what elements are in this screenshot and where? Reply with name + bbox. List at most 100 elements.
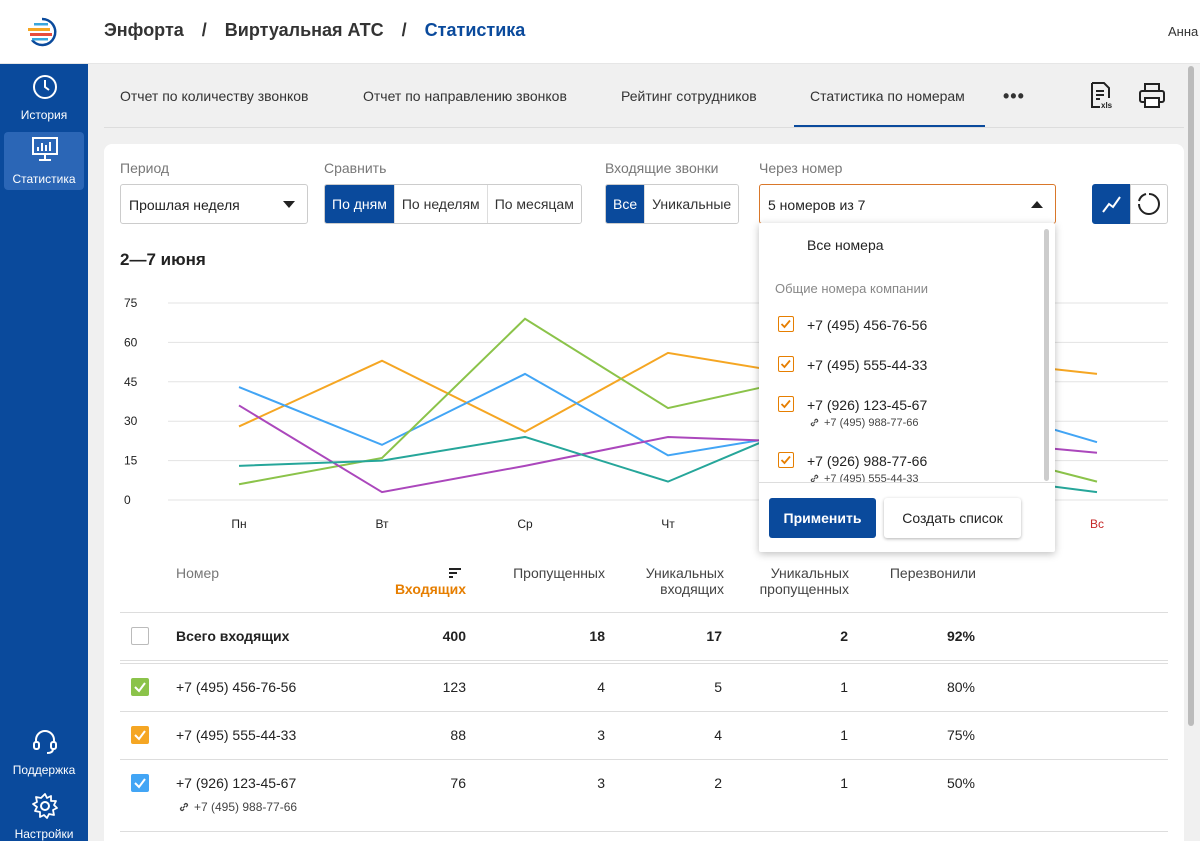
dropdown-item-number[interactable]: +7 (926) 988-77-66 <box>807 453 928 469</box>
dropdown-item-number[interactable]: +7 (495) 555-44-33 <box>807 357 928 373</box>
create-list-button[interactable]: Создать список <box>884 498 1021 538</box>
tab-call-count[interactable]: Отчет по количеству звонков <box>120 88 309 104</box>
compare-by-months[interactable]: По месяцам <box>486 185 581 223</box>
dropdown-item-linked-text: +7 (495) 988-77-66 <box>824 417 919 429</box>
print-icon[interactable] <box>1138 82 1166 110</box>
row-unique-incoming: 4 <box>714 727 722 743</box>
via-number-value: 5 номеров из 7 <box>768 197 866 213</box>
compare-by-days[interactable]: По дням <box>325 185 394 223</box>
y-tick-label: 75 <box>124 296 138 310</box>
row-checkbox-checked[interactable] <box>131 726 149 744</box>
incoming-label: Входящие звонки <box>605 160 719 176</box>
dropdown-item-checkbox[interactable] <box>778 316 794 332</box>
clock-icon <box>33 75 57 99</box>
sidebar-item-settings[interactable]: Настройки <box>4 789 84 841</box>
x-tick-label: Пн <box>231 517 246 531</box>
total-row-label: Всего входящих <box>176 628 290 644</box>
more-tabs-button[interactable]: ••• <box>1003 86 1025 106</box>
xls-export-icon[interactable]: xls <box>1089 82 1115 110</box>
col-header-number[interactable]: Номер <box>176 565 220 581</box>
total-incoming: 400 <box>442 628 466 644</box>
breadcrumb-item[interactable]: Энфорта <box>104 20 184 40</box>
col-header-unique-incoming[interactable]: Уникальных входящих <box>619 565 724 597</box>
row-callbacks: 50% <box>946 775 975 791</box>
link-icon <box>179 802 189 812</box>
dropdown-item-number[interactable]: +7 (495) 456-76-56 <box>807 317 928 333</box>
col-header-callbacks[interactable]: Перезвонили <box>889 565 976 581</box>
enforta-logo-icon[interactable] <box>26 16 58 48</box>
sidebar-item-label: Поддержка <box>12 763 76 777</box>
tab-employee-rating[interactable]: Рейтинг сотрудников <box>621 88 757 104</box>
via-number-select[interactable]: 5 номеров из 7 <box>759 184 1056 224</box>
dropdown-item-checkbox[interactable] <box>778 452 794 468</box>
check-icon <box>134 778 146 789</box>
breadcrumb: Энфорта / Виртуальная АТС / Статистика <box>104 20 525 41</box>
total-missed: 18 <box>589 628 605 644</box>
row-unique-incoming: 5 <box>714 679 722 695</box>
pie-chart-view-button[interactable] <box>1130 184 1168 224</box>
y-tick-label: 30 <box>124 414 138 428</box>
breadcrumb-separator: / <box>401 20 407 40</box>
row-number: +7 (495) 456-76-56 <box>176 679 297 695</box>
row-unique-incoming: 2 <box>714 775 722 791</box>
col-header-line: пропущенных <box>759 581 849 597</box>
dropdown-item-linked: +7 (495) 555-44-33 <box>809 473 918 482</box>
page-scrollbar[interactable] <box>1188 66 1194 726</box>
tab-call-direction[interactable]: Отчет по направлению звонков <box>363 88 567 104</box>
table-divider <box>120 831 1168 832</box>
col-header-line: Уникальных <box>645 565 724 581</box>
col-header-missed[interactable]: Пропущенных <box>513 565 605 581</box>
incoming-segmented-control: Все Уникальные <box>605 184 740 224</box>
line-chart-view-button[interactable] <box>1092 184 1130 224</box>
dropdown-item-number[interactable]: +7 (926) 123-45-67 <box>807 397 928 413</box>
apply-button[interactable]: Применить <box>769 498 876 538</box>
gear-icon <box>32 793 58 819</box>
table-divider <box>120 663 1168 664</box>
row-callbacks: 75% <box>946 727 975 743</box>
dropdown-item-checkbox[interactable] <box>778 396 794 412</box>
dropdown-item-checkbox[interactable] <box>778 356 794 372</box>
sidebar-item-history[interactable]: История <box>4 70 84 126</box>
tab-number-statistics[interactable]: Статистика по номерам <box>810 88 965 104</box>
check-icon <box>780 359 791 369</box>
line-chart-icon <box>1102 196 1121 213</box>
incoming-all[interactable]: Все <box>606 185 645 223</box>
dropdown-all-numbers[interactable]: Все номера <box>807 237 884 253</box>
incoming-unique[interactable]: Уникальные <box>644 185 739 223</box>
sidebar-item-statistics[interactable]: Статистика <box>4 132 84 190</box>
breadcrumb-item[interactable]: Виртуальная АТС <box>224 20 384 40</box>
row-unique-missed: 1 <box>840 727 848 743</box>
total-row-checkbox[interactable] <box>131 627 149 645</box>
total-unique-incoming: 17 <box>706 628 722 644</box>
dropdown-scrollbar[interactable] <box>1044 229 1049 481</box>
table-divider <box>120 759 1168 760</box>
table-divider <box>120 660 1168 661</box>
compare-by-weeks[interactable]: По неделям <box>393 185 487 223</box>
sidebar-item-support[interactable]: Поддержка <box>4 725 84 781</box>
row-incoming: 88 <box>450 727 466 743</box>
col-header-incoming[interactable]: Входящих <box>380 565 466 597</box>
period-select[interactable]: Прошлая неделя <box>120 184 308 224</box>
col-header-line: входящих <box>660 581 724 597</box>
x-tick-label: Чт <box>661 517 675 531</box>
dropdown-item-linked-text: +7 (495) 555-44-33 <box>824 473 919 482</box>
row-checkbox-checked[interactable] <box>131 678 149 696</box>
row-missed: 3 <box>597 775 605 791</box>
row-linked-number-text: +7 (495) 988-77-66 <box>194 800 298 814</box>
link-icon <box>810 474 819 482</box>
breadcrumb-separator: / <box>201 20 207 40</box>
row-checkbox-checked[interactable] <box>131 774 149 792</box>
table-divider <box>120 711 1168 712</box>
y-tick-label: 45 <box>124 375 138 389</box>
user-name[interactable]: Анна <box>1168 24 1199 39</box>
col-header-unique-missed[interactable]: Уникальных пропущенных <box>738 565 849 597</box>
y-tick-label: 15 <box>124 454 138 468</box>
number-dropdown: Все номера Общие номера компании +7 (495… <box>759 223 1055 552</box>
x-tick-label: Ср <box>517 517 533 531</box>
dropdown-group-label: Общие номера компании <box>775 281 928 296</box>
dropdown-item-linked: +7 (495) 988-77-66 <box>809 417 918 429</box>
breadcrumb-current: Статистика <box>424 20 526 40</box>
active-tab-indicator <box>794 125 985 127</box>
x-tick-label: Вс <box>1090 517 1104 531</box>
sidebar-item-label: Статистика <box>12 172 76 186</box>
